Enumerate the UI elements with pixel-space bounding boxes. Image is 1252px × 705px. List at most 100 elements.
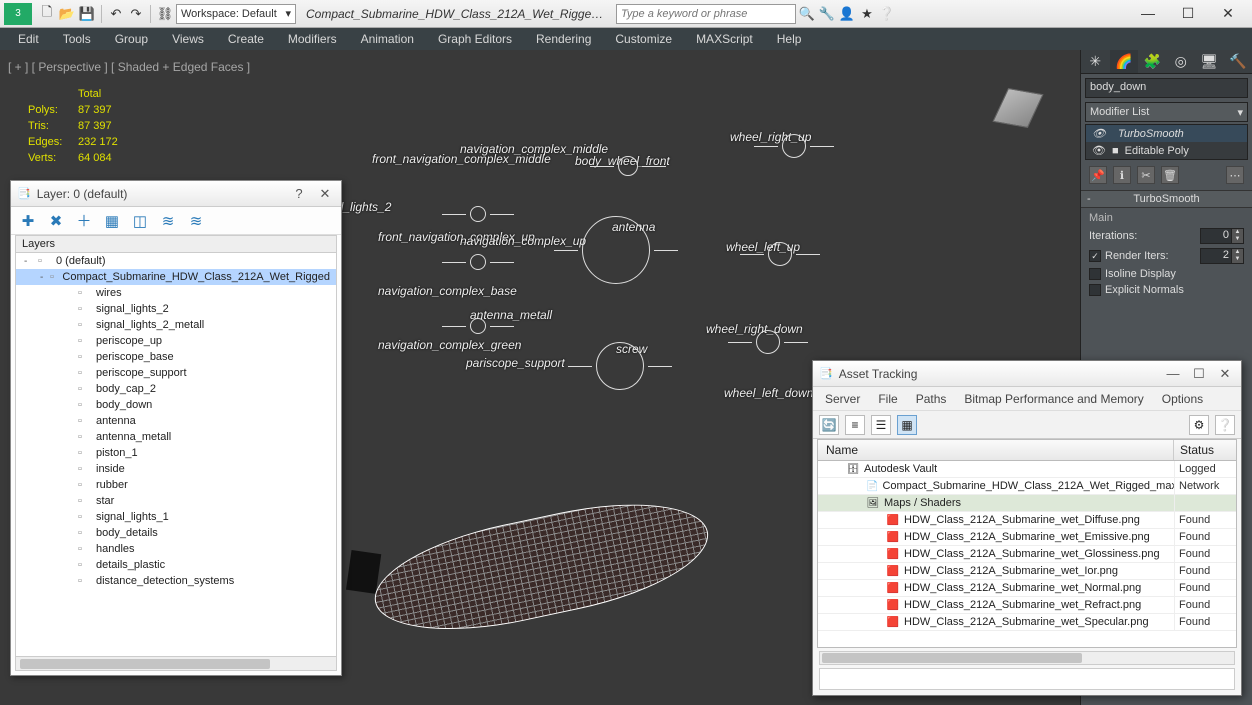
search-input[interactable]: [616, 4, 796, 24]
delete-layer-icon[interactable]: ✖: [47, 212, 65, 230]
tab-utilities-icon[interactable]: 🔨: [1224, 50, 1252, 73]
undo-icon[interactable]: ↶: [107, 5, 125, 23]
layer-row[interactable]: ▫periscope_support: [16, 365, 336, 381]
rig-helper[interactable]: [582, 216, 650, 284]
remove-mod-icon[interactable]: 🗑: [1161, 166, 1179, 184]
add-to-layer-icon[interactable]: ＋: [75, 212, 93, 230]
asset-refresh-icon[interactable]: 🔄: [819, 415, 839, 435]
layer-row[interactable]: ▫details_plastic: [16, 557, 336, 573]
make-unique-icon[interactable]: ✂: [1137, 166, 1155, 184]
asset-menu-file[interactable]: File: [870, 392, 905, 406]
eye-icon[interactable]: 👁: [1092, 127, 1106, 140]
asset-hscrollbar[interactable]: [819, 651, 1235, 665]
rig-label[interactable]: navigation_complex_base: [378, 286, 488, 297]
layer-titlebar[interactable]: 📑 Layer: 0 (default) ? ✕: [11, 181, 341, 207]
menu-create[interactable]: Create: [218, 32, 274, 46]
layer-row[interactable]: ▫signal_lights_1: [16, 509, 336, 525]
highlight-layer-icon[interactable]: ◫: [131, 212, 149, 230]
asset-row[interactable]: 📄Compact_Submarine_HDW_Class_212A_Wet_Ri…: [818, 478, 1236, 495]
layer-row[interactable]: ▫body_cap_2: [16, 381, 336, 397]
rig-label[interactable]: navigation_complex_up: [460, 236, 570, 247]
asset-view1-icon[interactable]: ≡: [845, 415, 865, 435]
asset-minimize-button[interactable]: —: [1163, 366, 1183, 381]
layer-row[interactable]: ▫periscope_up: [16, 333, 336, 349]
pin-stack-icon[interactable]: 📌: [1089, 166, 1107, 184]
workspace-dropdown[interactable]: Workspace: Default▾: [176, 4, 296, 24]
rig-helper[interactable]: [768, 242, 792, 266]
minimize-button[interactable]: —: [1136, 5, 1160, 22]
asset-view3-icon[interactable]: ▦: [897, 415, 917, 435]
tab-modify-icon[interactable]: 🌈: [1110, 50, 1139, 73]
tab-create-icon[interactable]: ✳: [1081, 50, 1110, 73]
asset-close-button[interactable]: ✕: [1215, 366, 1235, 382]
layer-help-button[interactable]: ?: [289, 186, 309, 201]
rig-label[interactable]: wheel_left_down: [724, 386, 813, 400]
menu-group[interactable]: Group: [105, 32, 158, 46]
show-end-icon[interactable]: ℹ: [1113, 166, 1131, 184]
asset-row[interactable]: 🗄Autodesk VaultLogged: [818, 461, 1236, 478]
asset-row[interactable]: 🖼Maps / Shaders: [818, 495, 1236, 512]
submarine-mesh[interactable]: [359, 456, 721, 664]
render-iters-checkbox[interactable]: ✓: [1089, 250, 1101, 262]
asset-settings-icon[interactable]: ⚙: [1189, 415, 1209, 435]
help-icon[interactable]: ❔: [878, 5, 896, 23]
redo-icon[interactable]: ↷: [127, 5, 145, 23]
menu-edit[interactable]: Edit: [8, 32, 49, 46]
layer-row[interactable]: ▫handles: [16, 541, 336, 557]
rig-helper[interactable]: [618, 156, 638, 176]
asset-rows[interactable]: 🗄Autodesk VaultLogged📄Compact_Submarine_…: [818, 461, 1236, 647]
layer-row[interactable]: ▫wires: [16, 285, 336, 301]
new-icon[interactable]: 🗋: [38, 5, 56, 23]
layer-row[interactable]: ▫star: [16, 493, 336, 509]
layer-tree[interactable]: -▫0 (default)-▫Compact_Submarine_HDW_Cla…: [16, 253, 336, 656]
layer-row[interactable]: ▫inside: [16, 461, 336, 477]
layer-row[interactable]: ▫distance_detection_systems: [16, 573, 336, 589]
rig-helper[interactable]: [470, 318, 486, 334]
asset-row[interactable]: 🟥HDW_Class_212A_Submarine_wet_Emissive.p…: [818, 529, 1236, 546]
asset-menu-server[interactable]: Server: [817, 392, 868, 406]
rig-label[interactable]: wheel_right_down: [706, 322, 803, 336]
hide-layer-icon[interactable]: ≋: [159, 212, 177, 230]
layer-row[interactable]: ▫piston_1: [16, 445, 336, 461]
freeze-layer-icon[interactable]: ≋: [187, 212, 205, 230]
layer-hscrollbar[interactable]: [16, 656, 336, 670]
layer-column-header[interactable]: Layers: [16, 236, 336, 253]
asset-row[interactable]: 🟥HDW_Class_212A_Submarine_wet_Ior.pngFou…: [818, 563, 1236, 580]
rig-helper[interactable]: [596, 342, 644, 390]
asset-columns[interactable]: Name Status: [818, 440, 1236, 461]
layer-row[interactable]: ▫signal_lights_2: [16, 301, 336, 317]
layer-row[interactable]: ▫periscope_base: [16, 349, 336, 365]
menu-tools[interactable]: Tools: [53, 32, 101, 46]
menu-graph-editors[interactable]: Graph Editors: [428, 32, 522, 46]
tab-motion-icon[interactable]: ◎: [1167, 50, 1196, 73]
iterations-spinner[interactable]: 0 ▲▼: [1200, 228, 1244, 244]
asset-row[interactable]: 🟥HDW_Class_212A_Submarine_wet_Specular.p…: [818, 614, 1236, 631]
asset-menu-bitmap-performance-and-memory[interactable]: Bitmap Performance and Memory: [956, 392, 1151, 406]
select-layer-icon[interactable]: ▦: [103, 212, 121, 230]
close-button[interactable]: ✕: [1216, 5, 1240, 22]
isoline-checkbox[interactable]: [1089, 268, 1101, 280]
user-icon[interactable]: 👤: [838, 5, 856, 23]
layer-row[interactable]: ▫antenna_metall: [16, 429, 336, 445]
asset-titlebar[interactable]: 📑 Asset Tracking — ☐ ✕: [813, 361, 1241, 387]
layer-row[interactable]: -▫0 (default): [16, 253, 336, 269]
open-icon[interactable]: 📂: [58, 5, 76, 23]
link-icon[interactable]: ⛓: [156, 5, 174, 23]
rig-label[interactable]: pariscope_support: [466, 356, 565, 370]
menu-modifiers[interactable]: Modifiers: [278, 32, 347, 46]
menu-rendering[interactable]: Rendering: [526, 32, 601, 46]
menu-views[interactable]: Views: [162, 32, 214, 46]
asset-col-name[interactable]: Name: [818, 440, 1174, 460]
asset-maximize-button[interactable]: ☐: [1189, 366, 1209, 382]
layer-row[interactable]: ▫body_down: [16, 397, 336, 413]
rollout-header[interactable]: TurboSmooth: [1081, 190, 1252, 208]
menu-help[interactable]: Help: [767, 32, 812, 46]
layer-row[interactable]: ▫body_details: [16, 525, 336, 541]
modifier-stack[interactable]: 👁TurboSmooth👁■ Editable Poly: [1085, 124, 1248, 160]
layer-row[interactable]: -▫Compact_Submarine_HDW_Class_212A_Wet_R…: [16, 269, 336, 285]
asset-view2-icon[interactable]: ☰: [871, 415, 891, 435]
rig-helper[interactable]: [782, 134, 806, 158]
maximize-button[interactable]: ☐: [1176, 5, 1200, 22]
modifier-stack-item[interactable]: 👁TurboSmooth: [1086, 125, 1247, 142]
modifier-stack-item[interactable]: 👁■ Editable Poly: [1086, 142, 1247, 159]
